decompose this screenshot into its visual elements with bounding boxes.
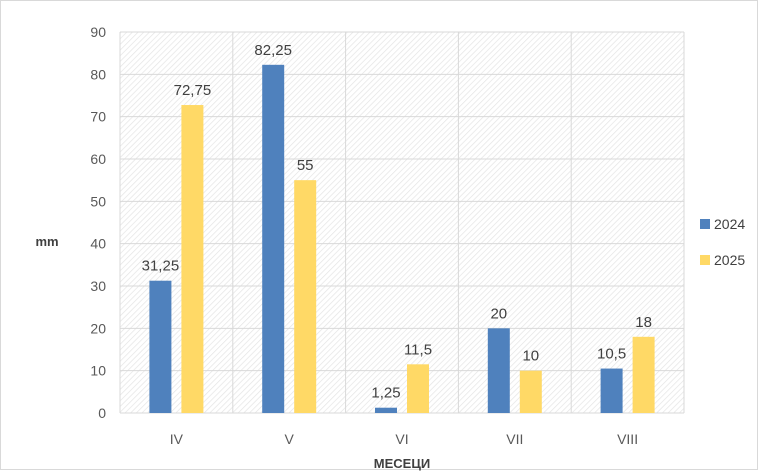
data-label: 72,75 <box>174 82 212 99</box>
data-label: 1,25 <box>371 385 400 402</box>
bar-2024-V <box>262 64 285 413</box>
y-tick-label: 80 <box>90 66 106 82</box>
y-tick-label: 40 <box>90 236 106 252</box>
data-label: 10 <box>522 348 539 365</box>
legend-label: 2024 <box>714 216 745 232</box>
bar-2024-VI <box>375 407 397 413</box>
y-tick-label: 10 <box>90 363 106 379</box>
x-tick-label: VI <box>395 431 408 447</box>
legend-swatch-2024 <box>700 219 710 229</box>
x-tick-label: V <box>285 431 295 447</box>
data-label: 31,25 <box>142 258 180 275</box>
data-label: 20 <box>490 305 507 322</box>
legend-swatch-2025 <box>700 255 710 265</box>
y-tick-label: 70 <box>90 109 106 125</box>
data-label: 55 <box>297 157 314 174</box>
data-labels: 31,25 72,75 82,25 55 1,25 11,5 20 10 10,5 18 <box>142 42 652 402</box>
bar-2025-VI <box>407 364 429 413</box>
bar-2025-VII <box>519 370 542 413</box>
legend-label: 2025 <box>714 252 745 268</box>
y-tick-label: 20 <box>90 320 106 336</box>
bar-2024-IV <box>149 280 172 413</box>
bar-2024-VIII <box>600 368 623 413</box>
x-axis-title: МЕСЕЦИ <box>374 456 430 471</box>
bars <box>149 64 655 414</box>
y-tick-label: 60 <box>90 151 106 167</box>
data-label: 82,25 <box>254 42 292 59</box>
y-axis-title: mm <box>35 234 58 249</box>
bar-2025-IV <box>181 105 204 414</box>
bar-2024-VII <box>487 328 510 413</box>
data-label: 10,5 <box>597 346 626 363</box>
y-tick-label: 90 <box>90 24 106 40</box>
y-tick-label: 0 <box>98 405 106 421</box>
gridlines <box>119 31 685 414</box>
y-axis: 0 10 20 30 40 50 60 70 80 90 <box>90 24 106 421</box>
y-tick-label: 30 <box>90 278 106 294</box>
data-label: 18 <box>635 314 652 331</box>
bar-2025-VIII <box>632 336 655 413</box>
legend: 2024 2025 <box>700 216 745 268</box>
x-tick-label: VIII <box>617 431 638 447</box>
x-tick-label: IV <box>170 431 184 447</box>
data-label: 11,5 <box>404 341 432 358</box>
y-tick-label: 50 <box>90 193 106 209</box>
bar-2025-V <box>294 180 317 413</box>
x-axis: IV V VI VII VIII <box>170 431 638 447</box>
x-tick-label: VII <box>506 431 523 447</box>
plot-background <box>120 32 684 413</box>
plot-area <box>120 32 684 413</box>
